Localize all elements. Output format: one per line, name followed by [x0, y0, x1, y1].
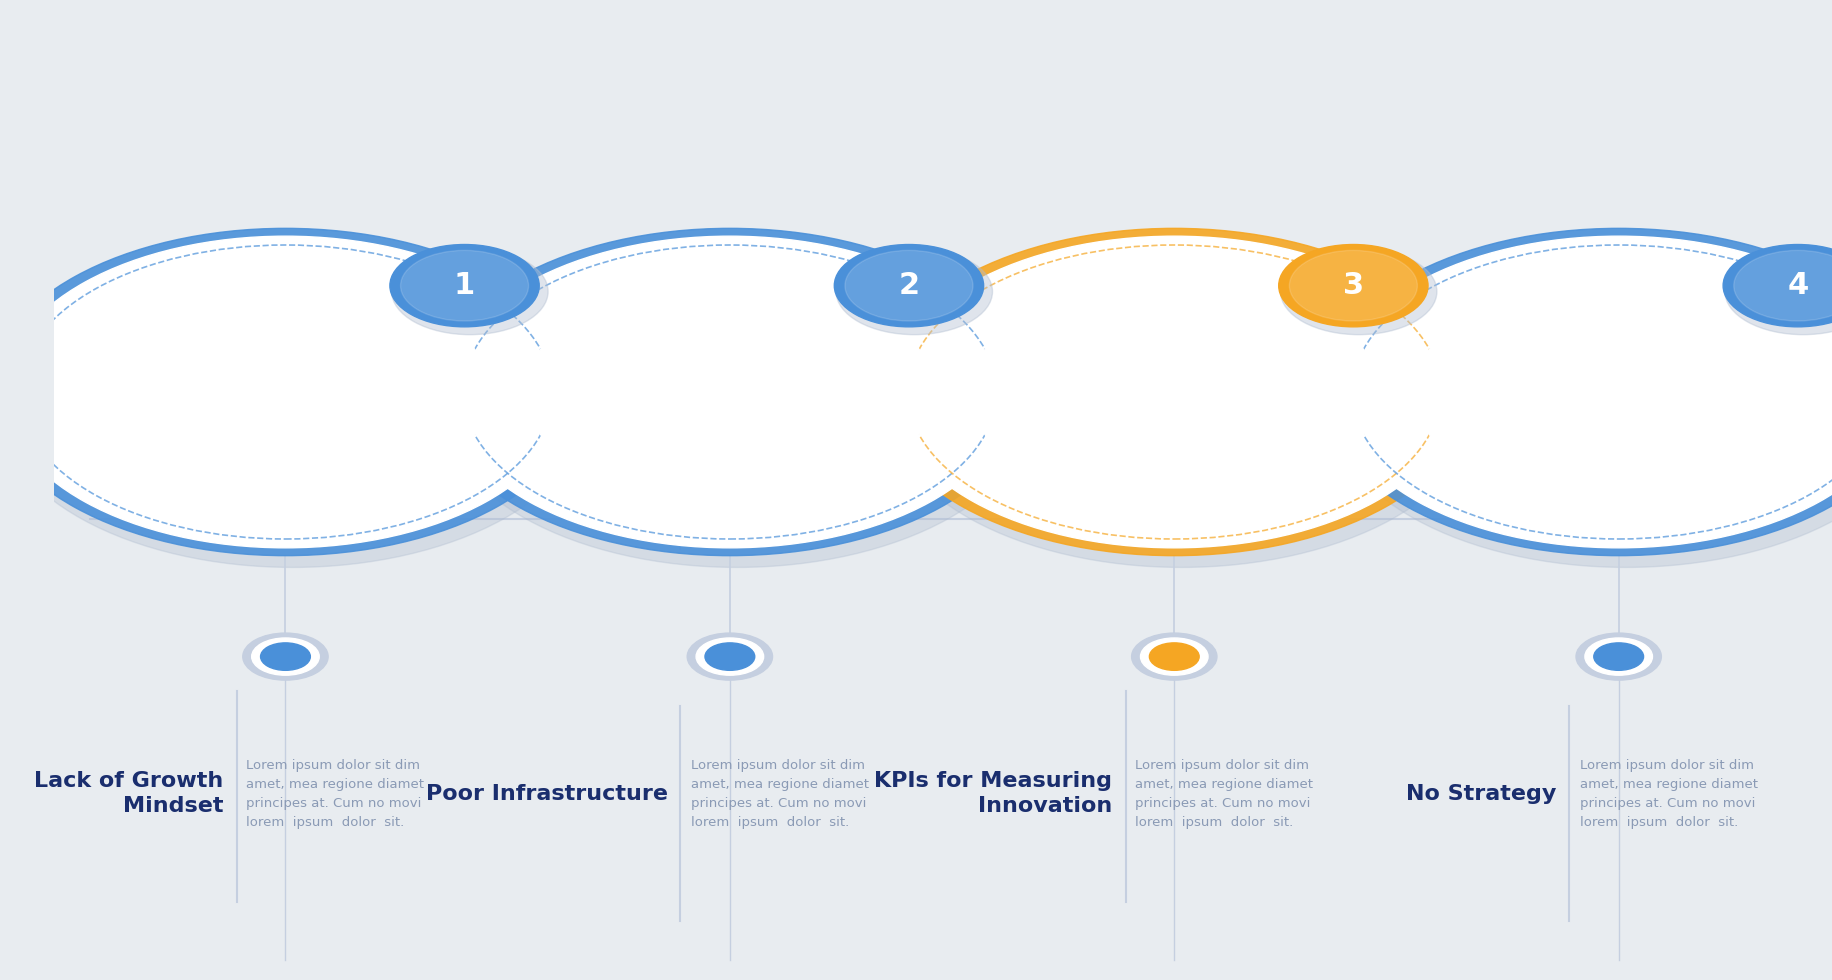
Circle shape	[392, 249, 548, 335]
Circle shape	[687, 633, 773, 680]
Circle shape	[1132, 633, 1216, 680]
Circle shape	[401, 250, 529, 320]
Circle shape	[1279, 244, 1427, 326]
Circle shape	[1323, 228, 1832, 556]
Circle shape	[845, 250, 973, 320]
Circle shape	[885, 240, 1478, 567]
Circle shape	[1576, 633, 1662, 680]
Circle shape	[834, 244, 984, 326]
Text: 4: 4	[1788, 271, 1808, 300]
Circle shape	[1149, 643, 1200, 670]
Text: Lorem ipsum dolor sit dim
amet, mea regione diamet
principes at. Cum no movi
lor: Lorem ipsum dolor sit dim amet, mea regi…	[245, 759, 425, 829]
Circle shape	[1726, 249, 1832, 335]
Text: Lorem ipsum dolor sit dim
amet, mea regione diamet
principes at. Cum no movi
lor: Lorem ipsum dolor sit dim amet, mea regi…	[691, 759, 868, 829]
Circle shape	[1328, 240, 1832, 567]
Circle shape	[892, 236, 1456, 548]
Circle shape	[244, 633, 328, 680]
Circle shape	[251, 638, 319, 675]
Circle shape	[1594, 643, 1643, 670]
Circle shape	[260, 643, 310, 670]
Circle shape	[835, 249, 993, 335]
Text: Poor Infrastructure: Poor Infrastructure	[425, 784, 667, 804]
Circle shape	[432, 228, 1026, 556]
Circle shape	[390, 244, 539, 326]
Circle shape	[696, 638, 764, 675]
Text: Lorem ipsum dolor sit dim
amet, mea regione diamet
principes at. Cum no movi
lor: Lorem ipsum dolor sit dim amet, mea regi…	[1579, 386, 1757, 457]
Text: Lorem ipsum dolor sit dim
amet, mea regione diamet
principes at. Cum no movi
lor: Lorem ipsum dolor sit dim amet, mea regi…	[1136, 759, 1314, 829]
Circle shape	[526, 279, 934, 505]
Text: 2: 2	[898, 271, 920, 300]
Text: 3: 3	[1343, 271, 1365, 300]
Text: No Strategy: No Strategy	[1407, 784, 1557, 804]
Circle shape	[1141, 638, 1207, 675]
Circle shape	[1290, 250, 1418, 320]
Circle shape	[0, 240, 590, 567]
Circle shape	[969, 279, 1379, 505]
Text: KPIs for Measuring
Innovation: KPIs for Measuring Innovation	[874, 771, 1112, 816]
Circle shape	[1336, 236, 1832, 548]
Text: 1: 1	[454, 271, 474, 300]
Circle shape	[1724, 244, 1832, 326]
Circle shape	[1414, 279, 1823, 505]
Circle shape	[878, 228, 1471, 556]
Circle shape	[81, 279, 489, 505]
Text: Lorem ipsum dolor sit dim
amet, mea regione diamet
principes at. Cum no movi
lor: Lorem ipsum dolor sit dim amet, mea regi…	[691, 386, 868, 457]
Circle shape	[1281, 249, 1436, 335]
Circle shape	[4, 236, 568, 548]
Circle shape	[705, 643, 755, 670]
Text: Lack of Growth
Mindset: Lack of Growth Mindset	[35, 771, 224, 816]
Circle shape	[1733, 250, 1832, 320]
Text: Lorem ipsum dolor sit dim
amet, mea regione diamet
principes at. Cum no movi
lor: Lorem ipsum dolor sit dim amet, mea regi…	[1579, 759, 1757, 829]
Circle shape	[0, 228, 583, 556]
Circle shape	[1585, 638, 1652, 675]
Circle shape	[447, 236, 1013, 548]
Circle shape	[440, 240, 1033, 567]
